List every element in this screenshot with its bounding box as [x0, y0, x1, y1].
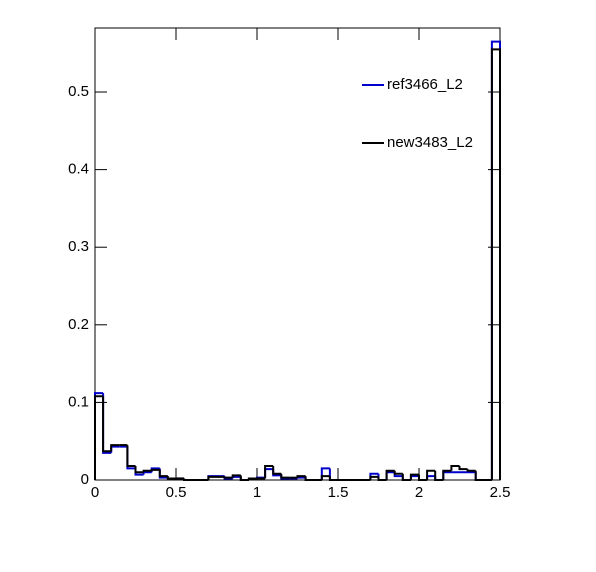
histogram-bin — [239, 475, 249, 481]
histogram-bin — [474, 472, 484, 481]
histogram-bin — [474, 470, 484, 481]
histogram-bin — [110, 444, 120, 452]
histogram-bin — [264, 465, 274, 479]
histogram-bin — [94, 392, 104, 480]
x-tick-label: 1.5 — [328, 484, 349, 501]
histogram-bin — [296, 476, 306, 479]
histogram-bin — [385, 469, 395, 480]
histogram-bin — [142, 471, 152, 475]
y-tick-label: 0.5 — [68, 83, 89, 100]
histogram-bin — [442, 471, 452, 480]
histogram-bin — [434, 470, 444, 481]
histogram-bin — [393, 470, 403, 475]
histogram-bin — [223, 476, 233, 479]
histogram-bin — [134, 466, 144, 474]
legend-label: new3483_L2 — [387, 134, 473, 151]
histogram-bin — [409, 473, 419, 480]
histogram-bin — [377, 476, 387, 481]
legend-label: ref3466_L2 — [387, 76, 463, 93]
histogram-bin — [102, 396, 112, 453]
y-tick-label: 0.4 — [68, 161, 89, 178]
histogram-bin — [207, 475, 217, 480]
x-tick-label: 0.5 — [166, 484, 187, 501]
y-tick-label: 0 — [81, 471, 89, 488]
histogram-bin — [369, 475, 379, 480]
histogram-bin — [426, 475, 436, 480]
y-tick-label: 0.2 — [68, 316, 89, 333]
histogram-bin — [426, 469, 436, 480]
histogram-bin — [296, 475, 306, 478]
histogram-bin — [272, 466, 282, 475]
histogram-bin — [231, 475, 241, 479]
plot-frame — [94, 27, 501, 481]
histogram-bin — [328, 476, 338, 481]
histogram-bin — [401, 473, 411, 481]
histogram-bin — [166, 476, 176, 480]
histogram-bin — [450, 465, 460, 471]
histogram-bin — [304, 476, 314, 481]
histogram-bin — [466, 469, 476, 472]
histogram-bin — [94, 395, 104, 480]
x-tick-label: 0 — [91, 484, 99, 501]
histogram-bin — [142, 469, 152, 473]
histogram-bin — [385, 471, 395, 480]
histogram-bin — [231, 474, 241, 478]
y-tick-label: 0.3 — [68, 238, 89, 255]
histogram-bin — [409, 475, 419, 480]
histogram-bin — [490, 48, 501, 480]
histogram-bin — [490, 40, 501, 480]
histogram-bin — [150, 468, 160, 471]
histogram-bin — [328, 468, 338, 481]
x-tick-label: 1 — [253, 484, 261, 501]
histogram-bin — [183, 478, 193, 481]
histogram-bin — [158, 469, 168, 478]
histogram-bin — [247, 477, 257, 480]
x-tick-label: 2 — [415, 484, 423, 501]
y-tick-label: 0.1 — [68, 393, 89, 410]
histogram-bin — [264, 468, 274, 478]
histogram-bin — [110, 445, 120, 453]
x-tick-label: 2.5 — [490, 484, 511, 501]
histogram-bin — [458, 466, 468, 471]
histogram-bin — [320, 475, 330, 480]
histogram-bin — [418, 474, 428, 481]
histogram-bin — [320, 467, 330, 480]
histogram-bin — [126, 445, 136, 468]
histogram-bin — [442, 469, 452, 480]
histogram-bin — [280, 473, 290, 479]
